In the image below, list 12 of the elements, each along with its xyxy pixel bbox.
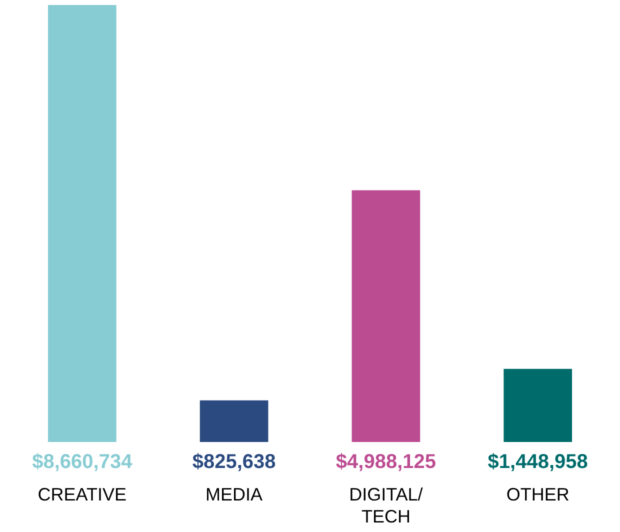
x-tick-label: DIGITAL/ TECH [349,484,423,526]
data-label: $4,988,125 [336,451,436,473]
data-label: $1,448,958 [488,451,588,473]
bar [504,368,572,442]
x-tick-label: MEDIA [206,484,263,504]
bar [352,190,420,442]
data-label: $825,638 [192,451,276,473]
x-tick-label: CREATIVE [38,484,126,504]
bar [48,5,116,442]
data-label: $8,660,734 [32,451,134,473]
bar [200,400,268,442]
x-tick-label: OTHER [506,484,570,504]
